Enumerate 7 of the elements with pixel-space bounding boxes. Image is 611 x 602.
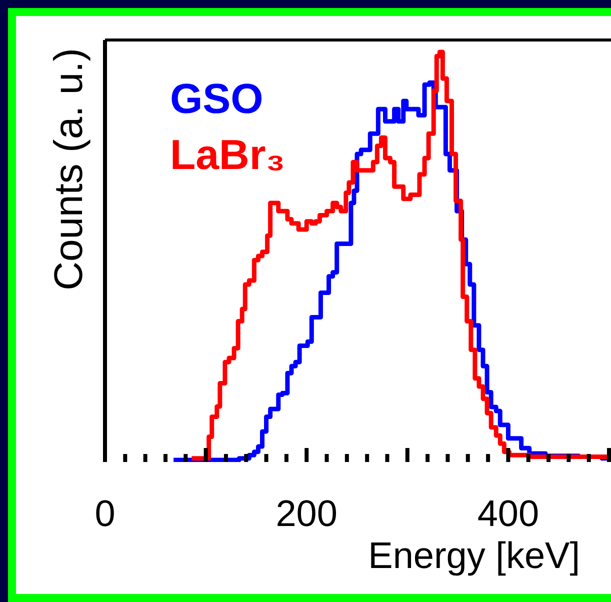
- series-label: LaBr₃: [170, 131, 286, 178]
- x-tick-label: 200: [276, 493, 338, 534]
- x-tick-label: 400: [477, 493, 540, 534]
- x-axis-title: Energy [keV]: [368, 535, 580, 576]
- x-tick-label: 0: [94, 493, 116, 534]
- text: GSO: [170, 75, 264, 122]
- y-axis-title: Counts (a. u.): [47, 48, 91, 290]
